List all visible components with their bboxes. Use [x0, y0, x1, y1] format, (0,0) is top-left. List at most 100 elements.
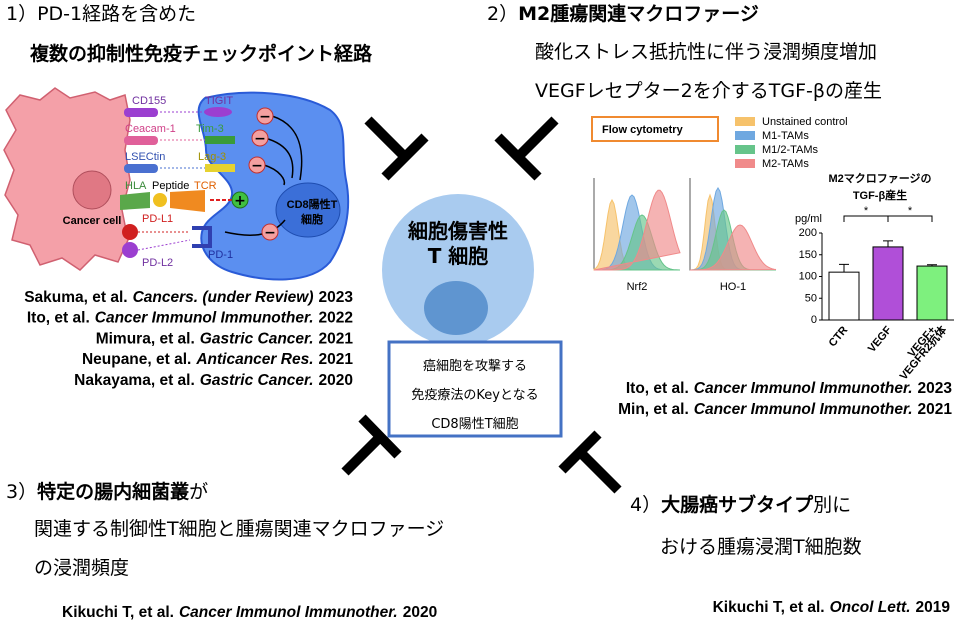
chart-title: M2マクロファージの — [828, 172, 931, 185]
ref-journal: Cancer Immunol Immunother. — [95, 310, 314, 327]
box-line: CD8陽性T細胞 — [431, 417, 518, 432]
section-number: 4） — [630, 494, 661, 516]
ref-year: 2023 — [319, 289, 354, 306]
chart-title: TGF-β産生 — [853, 188, 907, 202]
inhibition-symbols — [341, 116, 622, 494]
ligand-label: CD155 — [132, 95, 166, 107]
y-tick-label: 100 — [799, 271, 817, 283]
heading: 3）特定の腸内細菌叢が — [6, 480, 208, 503]
y-tick-label: 0 — [811, 314, 817, 326]
receptor-label: TIGIT — [205, 95, 233, 107]
reference: Sakuma, et al. Cancers. (under Review) 202… — [24, 289, 353, 306]
legend-label: M2-TAMs — [762, 158, 809, 170]
section-number: 2） — [487, 3, 518, 25]
heading-suffix: 別に — [813, 494, 851, 516]
x-tick-label: VEGF — [866, 324, 895, 355]
error-bar — [839, 263, 849, 273]
body-line: の浸潤頻度 — [34, 557, 129, 579]
ref-authors: Min, et al. — [618, 401, 689, 418]
legend-swatch — [735, 145, 755, 154]
y-tick-label: 150 — [799, 249, 817, 261]
ref-journal: Gastric Cancer. — [200, 372, 314, 389]
box-line: 免疫療法のKeyとなる — [411, 388, 538, 403]
ref-journal: Cancer Immunol Immunother. — [179, 604, 398, 621]
reference: Min, et al. Cancer Immunol Immunother. 202… — [618, 401, 952, 418]
flow-title: Flow cytometry — [602, 124, 684, 136]
body-line: おける腫瘍浸潤T細胞数 — [660, 536, 862, 558]
ref-authors: Ito, et al. — [27, 310, 90, 327]
reference: Mimura, et al. Gastric Cancer. 2021 — [96, 330, 354, 347]
body-line: 関連する制御性T細胞と腫瘍関連マクロファージ — [34, 518, 444, 540]
references: Ito, et al. Cancer Immunol Immunother. 202… — [618, 380, 952, 418]
ref-authors: Kikuchi T, et al. — [62, 604, 174, 621]
legend-label: Unstained control — [762, 116, 848, 128]
receptor-label: TCR — [194, 180, 217, 192]
legend-label: M1/2-TAMs — [762, 144, 819, 156]
body-line: VEGFレセプター2を介するTGF-βの産生 — [535, 80, 882, 102]
ligand-label: Ceacam-1 — [125, 123, 176, 135]
ref-authors: Nakayama, et al. — [74, 372, 195, 389]
ref-year: 2021 — [319, 351, 354, 368]
ref-authors: Ito, et al. — [626, 380, 689, 397]
peptide-label: Peptide — [152, 180, 189, 192]
legend-swatch — [735, 117, 755, 126]
cell-label: T 細胞 — [428, 244, 489, 268]
heading-bold: M2腫瘍関連マクロファージ — [518, 2, 759, 25]
x-tick-label: CTR — [827, 324, 851, 349]
bar — [916, 265, 948, 321]
significance-bracket — [887, 215, 933, 222]
legend-label: M1-TAMs — [762, 130, 809, 142]
heading-bold: 特定の腸内細菌叢 — [37, 480, 189, 503]
ref-year: 2019 — [916, 599, 951, 616]
reference: Neupane, et al. Anticancer Res. 2021 — [82, 351, 353, 368]
ref-journal: Gastric Cancer. — [200, 330, 314, 347]
body-line: 酸化ストレス抵抗性に伴う浸潤頻度増加 — [535, 41, 877, 63]
heading-suffix: が — [189, 481, 208, 503]
ref-year: 2021 — [918, 401, 953, 418]
receptor-label: Tim-3 — [196, 123, 224, 135]
histogram-label: HO-1 — [720, 281, 746, 293]
reference: Ito, et al. Cancer Immunol Immunother. 202… — [626, 380, 953, 397]
ref-authors: Mimura, et al. — [96, 330, 195, 347]
t-cell-label: 細胞 — [301, 212, 323, 226]
y-tick-label: 200 — [799, 227, 817, 239]
nucleus — [72, 170, 112, 210]
ref-journal: Cancers. (under Review) — [133, 289, 314, 306]
receptor-label: PD-1 — [208, 249, 233, 261]
cancer-cell-label: Cancer cell — [63, 215, 122, 227]
ref-journal: Oncol Lett. — [830, 599, 911, 616]
reference: Kikuchi T, et al. Cancer Immunol Immunoth… — [62, 604, 437, 621]
center-cell — [382, 194, 534, 346]
ref-authors: Neupane, et al. — [82, 351, 191, 368]
heading-bold: 大腸癌サブタイプ — [661, 493, 814, 516]
ligand-label: HLA — [125, 180, 147, 192]
references: Sakuma, et al. Cancers. (under Review) 202… — [24, 289, 353, 389]
ref-authors: Kikuchi T, et al. — [713, 599, 825, 616]
ref-year: 2020 — [319, 372, 353, 389]
ref-year: 2022 — [319, 310, 353, 327]
svg-text:−: − — [259, 109, 271, 125]
reference: Kikuchi T, et al. Oncol Lett. 2019 — [713, 599, 951, 616]
svg-text:−: − — [251, 158, 263, 174]
significance-label: * — [908, 205, 913, 217]
bar — [828, 271, 860, 321]
legend-swatch — [735, 159, 755, 168]
subheading: 複数の抑制性免疫チェックポイント経路 — [29, 42, 373, 65]
nucleus — [275, 182, 341, 238]
signal-icons: − − − + − — [231, 107, 279, 241]
ligand-label: PD-L2 — [142, 257, 173, 269]
reference: Ito, et al. Cancer Immunol Immunother. 202… — [27, 310, 353, 327]
error-bar — [927, 264, 937, 267]
info-box — [387, 340, 563, 438]
heading: 2）M2腫瘍関連マクロファージ — [487, 2, 759, 25]
ref-journal: Anticancer Res. — [195, 351, 313, 368]
ref-authors: Sakuma, et al. — [24, 289, 127, 306]
receptor-shapes — [120, 107, 235, 258]
ligand-label: LSECtin — [125, 151, 165, 163]
svg-text:−: − — [254, 131, 266, 147]
histogram — [593, 189, 681, 271]
legend-swatch — [735, 131, 755, 140]
heading: 4）大腸癌サブタイプ別に — [630, 493, 851, 516]
ref-journal: Cancer Immunol Immunother. — [694, 401, 913, 418]
